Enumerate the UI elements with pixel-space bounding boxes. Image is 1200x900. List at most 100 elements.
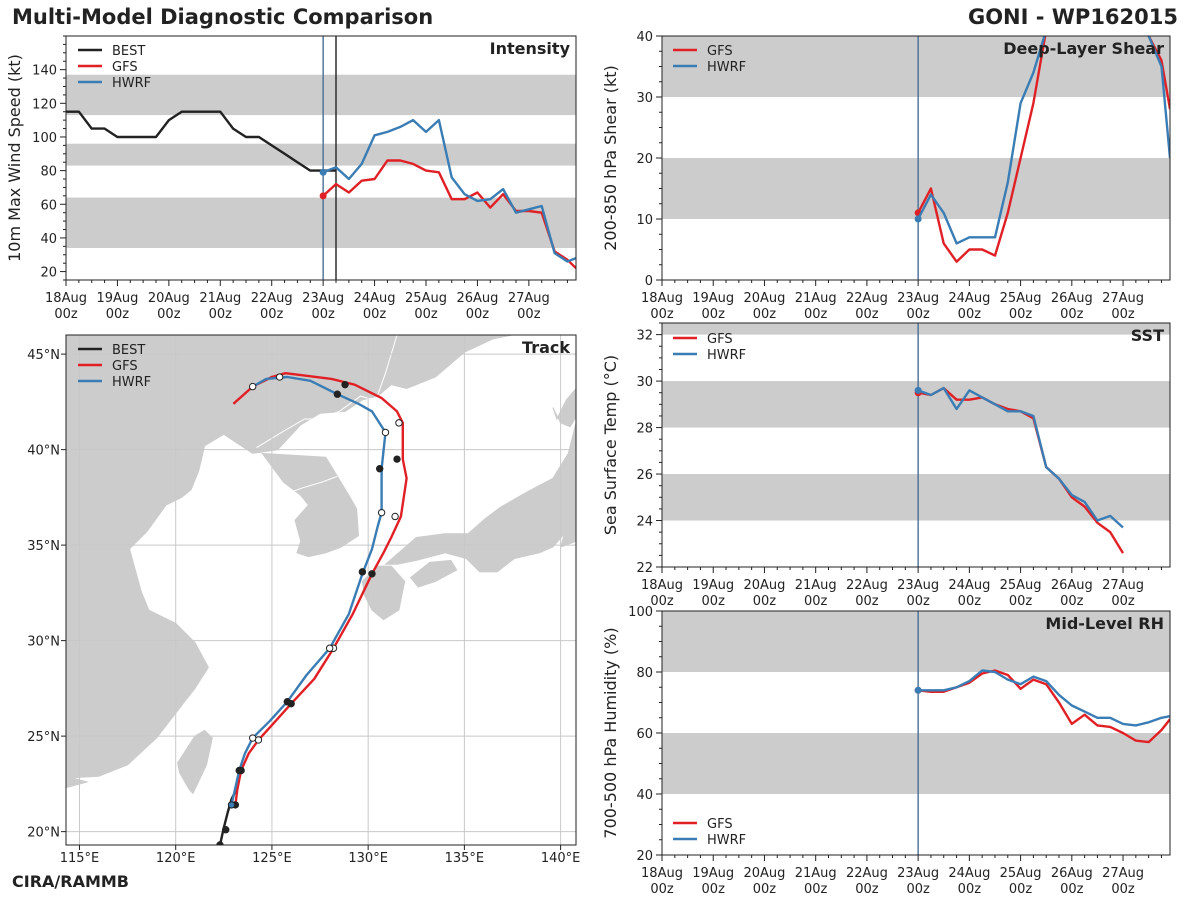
x-tick-label-date: 20Aug (743, 578, 785, 593)
legend-label-hwrf: HWRF (112, 375, 151, 390)
series-line-gfs (917, 36, 1170, 263)
sst-title: SST (1131, 326, 1164, 345)
shear-plot-area (662, 36, 1170, 280)
y-axis-label: 200-850 hPa Shear (kt) (601, 65, 620, 251)
y-tick-label: 30 (636, 91, 653, 106)
track-position-marker (333, 390, 342, 398)
reference-band (662, 36, 1170, 97)
x-tick-label-hour: 00z (753, 307, 777, 322)
x-tick-label-date: 18Aug (641, 578, 683, 593)
reference-band (662, 611, 1170, 672)
rh-plot-area (662, 611, 1170, 855)
sst-panel: 22242628303218Aug00z19Aug00z20Aug00z21Au… (601, 322, 1171, 609)
x-tick-label-hour: 00z (855, 307, 879, 322)
x-tick-label-date: 24Aug (948, 866, 990, 881)
y-tick-label: 20 (636, 849, 653, 864)
y-tick-label: 80 (40, 165, 57, 180)
x-tick-label-date: 22Aug (846, 866, 888, 881)
y-tick-label: 60 (636, 727, 653, 742)
x-tick-label-date: 22Aug (846, 578, 888, 593)
x-tick-label-date: 27Aug (508, 291, 550, 306)
x-tick-label-hour: 00z (702, 307, 726, 322)
x-tick-label-date: 19Aug (692, 578, 734, 593)
x-tick-label-date: 26Aug (456, 291, 498, 306)
y-tick-label: 22 (636, 561, 653, 576)
x-tick-label-date: 25Aug (1000, 866, 1042, 881)
y-tick-label: 100 (628, 605, 653, 620)
legend-label-hwrf: HWRF (707, 348, 746, 363)
x-tick-label-hour: 00z (363, 307, 387, 322)
land-shikoku (409, 559, 458, 588)
x-tick-label-hour: 00z (466, 307, 490, 322)
longitude-tick-label: 125°E (252, 851, 292, 866)
x-tick-label-hour: 00z (958, 594, 982, 609)
shear-title: Deep-Layer Shear (1003, 39, 1164, 58)
x-tick-label-hour: 00z (702, 882, 726, 897)
x-tick-label-date: 20Aug (743, 291, 785, 306)
y-tick-label: 140 (32, 64, 57, 79)
series-start-marker (914, 386, 922, 394)
track-line-gfs (232, 372, 408, 806)
x-tick-label-date: 23Aug (897, 291, 939, 306)
x-tick-label-hour: 00z (650, 882, 674, 897)
x-tick-label-date: 27Aug (1102, 866, 1144, 881)
intensity-panel: 2040608010012014018Aug00z19Aug00z20Aug00… (5, 35, 577, 322)
x-tick-label-hour: 00z (753, 882, 777, 897)
reference-band (66, 197, 576, 249)
x-tick-label-date: 18Aug (45, 291, 87, 306)
x-tick-label-date: 22Aug (251, 291, 293, 306)
x-tick-label-date: 18Aug (641, 866, 683, 881)
y-tick-label: 20 (636, 152, 653, 167)
reference-band (662, 323, 1170, 335)
x-tick-label-hour: 00z (106, 307, 130, 322)
legend-label-hwrf: HWRF (707, 833, 746, 848)
rh-title: Mid-Level RH (1045, 614, 1164, 633)
latitude-tick-label: 35°N (27, 539, 60, 554)
longitude-tick-label: 130°E (348, 851, 388, 866)
x-tick-label-hour: 00z (958, 882, 982, 897)
reference-band (66, 143, 576, 166)
latitude-tick-label: 45°N (27, 348, 60, 363)
y-axis-label: 700-500 hPa Humidity (%) (601, 627, 620, 838)
x-tick-label-hour: 00z (209, 307, 233, 322)
x-tick-label-hour: 00z (906, 307, 930, 322)
x-tick-label-date: 26Aug (1051, 578, 1093, 593)
x-tick-label-date: 23Aug (897, 578, 939, 593)
track-position-marker (283, 698, 292, 706)
longitude-tick-label: 140°E (541, 851, 581, 866)
track-position-marker (248, 734, 257, 742)
track-position-marker (381, 428, 390, 437)
y-axis-label: Sea Surface Temp (°C) (601, 355, 620, 535)
x-tick-label-date: 20Aug (148, 291, 190, 306)
x-tick-label-hour: 00z (804, 307, 828, 322)
x-tick-label-hour: 00z (855, 882, 879, 897)
legend-label-gfs: GFS (112, 359, 138, 374)
x-tick-label-date: 21Aug (795, 291, 837, 306)
series-line-hwrf (917, 386, 1124, 529)
x-tick-label-date: 21Aug (795, 578, 837, 593)
x-tick-label-date: 18Aug (641, 291, 683, 306)
x-tick-label-hour: 00z (958, 307, 982, 322)
track-position-marker (393, 455, 401, 463)
track-frame (65, 334, 577, 846)
x-tick-label-date: 27Aug (1102, 578, 1144, 593)
x-tick-label-hour: 00z (753, 594, 777, 609)
storm-identifier: GONI - WP162015 (967, 5, 1178, 29)
series-start-marker (914, 215, 922, 223)
x-tick-label-hour: 00z (1111, 882, 1135, 897)
x-tick-label-date: 23Aug (897, 866, 939, 881)
y-tick-label: 24 (636, 515, 653, 530)
latitude-tick-label: 30°N (27, 635, 60, 650)
figure-title: Multi-Model Diagnostic Comparison (12, 5, 434, 29)
track-position-marker (358, 568, 367, 576)
x-tick-label-date: 26Aug (1051, 866, 1093, 881)
y-tick-label: 40 (636, 788, 653, 803)
x-tick-label-date: 24Aug (354, 291, 396, 306)
track-position-marker (325, 644, 334, 652)
x-tick-label-date: 26Aug (1051, 291, 1093, 306)
x-tick-label-hour: 00z (157, 307, 181, 322)
legend-label-gfs: GFS (112, 60, 138, 75)
longitude-tick-label: 135°E (445, 851, 485, 866)
y-tick-label: 40 (636, 30, 653, 45)
land-hainan (66, 775, 90, 789)
